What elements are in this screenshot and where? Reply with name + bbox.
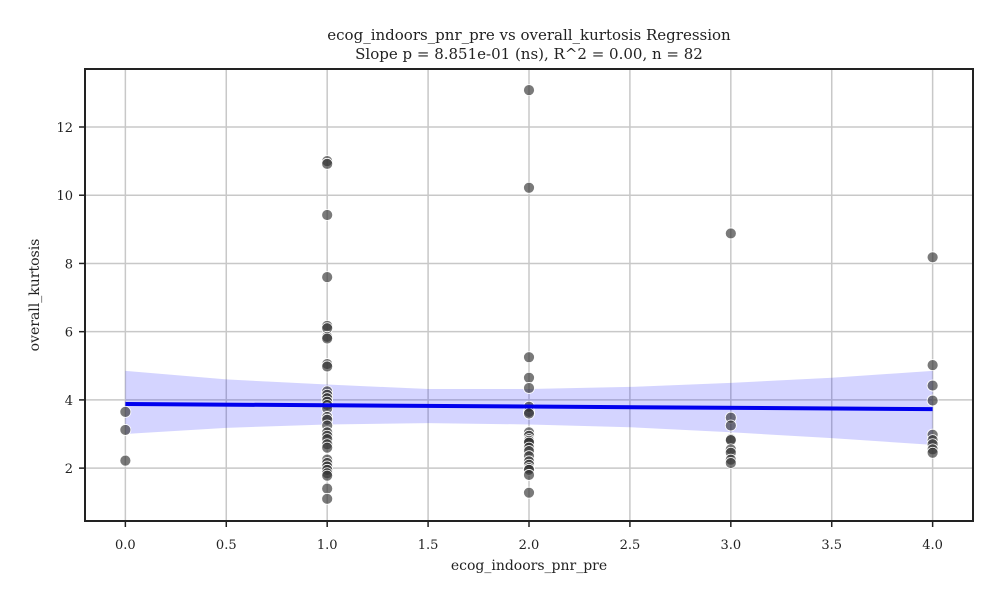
data-point — [523, 351, 535, 364]
y-tick-label: 12 — [56, 121, 73, 136]
data-point — [523, 371, 535, 384]
grid-lines — [85, 69, 973, 521]
data-point — [321, 441, 334, 454]
data-point — [321, 157, 334, 170]
y-tick-label: 8 — [65, 257, 73, 272]
data-point — [926, 394, 939, 407]
data-point — [321, 271, 334, 283]
x-tick-label: 2.0 — [519, 538, 540, 553]
data-point — [523, 469, 535, 481]
data-point — [523, 84, 535, 97]
x-tick-label: 4.0 — [922, 538, 943, 553]
data-point — [523, 382, 535, 394]
data-point — [321, 482, 334, 495]
x-tick-label: 1.0 — [317, 538, 338, 553]
x-tick-label: 3.0 — [720, 538, 741, 553]
chart-title: ecog_indoors_pnr_pre vs overall_kurtosis… — [327, 26, 731, 44]
data-point — [321, 209, 334, 221]
y-tick-label: 4 — [65, 394, 73, 409]
x-axis-ticks: 0.0 0.5 1.0 1.5 2.0 2.5 3.0 3.5 4.0 — [115, 521, 943, 553]
x-tick-label: 2.5 — [620, 538, 641, 553]
data-point — [724, 419, 737, 432]
y-axis-label: overall_kurtosis — [27, 239, 43, 352]
y-tick-label: 6 — [65, 326, 73, 341]
data-point — [321, 360, 334, 373]
data-point — [926, 379, 939, 392]
data-point — [119, 424, 132, 436]
x-axis-label: ecog_indoors_pnr_pre — [451, 558, 607, 574]
data-point — [724, 227, 737, 240]
data-point — [523, 486, 535, 499]
regression-line-layer — [125, 401, 933, 412]
data-point — [321, 492, 334, 505]
x-tick-label: 1.5 — [418, 538, 439, 553]
x-tick-label: 0.5 — [216, 538, 237, 553]
data-point — [926, 446, 939, 459]
scatter-points-layer — [119, 84, 939, 505]
data-point — [119, 454, 132, 467]
x-tick-label: 3.5 — [821, 538, 842, 553]
data-point — [119, 405, 132, 418]
y-axis-ticks: 2 4 6 8 10 12 — [56, 121, 85, 477]
y-tick-label: 2 — [65, 462, 73, 477]
data-point — [523, 181, 535, 194]
y-tick-label: 10 — [56, 189, 73, 204]
x-tick-label: 0.0 — [115, 538, 136, 553]
data-point — [321, 332, 334, 345]
data-point — [523, 407, 535, 420]
chart-subtitle: Slope p = 8.851e-01 (ns), R^2 = 0.00, n … — [355, 45, 703, 63]
data-point — [724, 457, 737, 469]
data-point — [926, 359, 939, 372]
regression-line — [125, 401, 933, 412]
data-point — [321, 469, 334, 482]
data-point — [926, 251, 939, 264]
